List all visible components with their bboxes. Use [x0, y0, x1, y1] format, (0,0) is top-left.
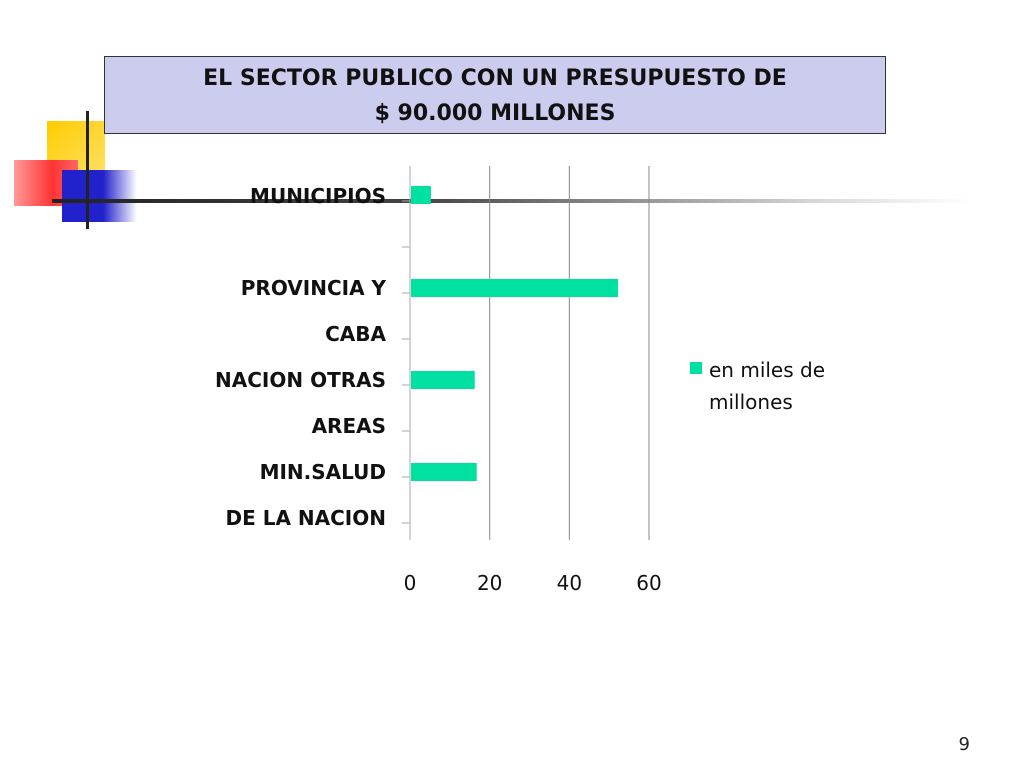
bar: [411, 279, 619, 297]
chart-bars: [411, 186, 619, 481]
legend-label: millones: [709, 390, 793, 414]
x-tick-label: 20: [477, 571, 502, 595]
category-label: NACION OTRAS: [215, 368, 386, 392]
chart-axes: [402, 166, 411, 540]
chart-tick-labels: 0 20 40 60: [404, 571, 662, 595]
bar: [411, 371, 475, 389]
category-label: DE LA NACION: [226, 506, 387, 530]
decor-horizontal-line: [52, 199, 972, 203]
slide-number: 9: [958, 734, 970, 755]
bar: [411, 186, 431, 204]
decor-blue-square: [62, 170, 137, 222]
legend-swatch: [690, 362, 702, 374]
category-label: CABA: [325, 322, 386, 346]
chart-grid: [489, 166, 650, 540]
x-tick-label: 0: [404, 571, 417, 595]
decor-vertical-line: [86, 111, 89, 229]
title-line-2: $ 90.000 MILLONES: [374, 101, 616, 126]
legend-label: en miles de: [709, 358, 825, 382]
category-label: AREAS: [312, 414, 386, 438]
x-tick-label: 60: [636, 571, 661, 595]
category-label: PROVINCIA Y: [241, 276, 387, 300]
bar: [411, 463, 477, 481]
title-box: EL SECTOR PUBLICO CON UN PRESUPUESTO DE …: [104, 56, 886, 134]
x-tick-label: 40: [557, 571, 582, 595]
title-line-1: EL SECTOR PUBLICO CON UN PRESUPUESTO DE: [203, 66, 787, 91]
category-label: MUNICIPIOS: [250, 184, 386, 208]
chart-legend: en miles de millones: [690, 358, 825, 414]
category-label: MIN.SALUD: [260, 460, 386, 484]
chart-category-labels: MUNICIPIOS PROVINCIA Y CABA NACION OTRAS ARE…: [215, 184, 386, 530]
